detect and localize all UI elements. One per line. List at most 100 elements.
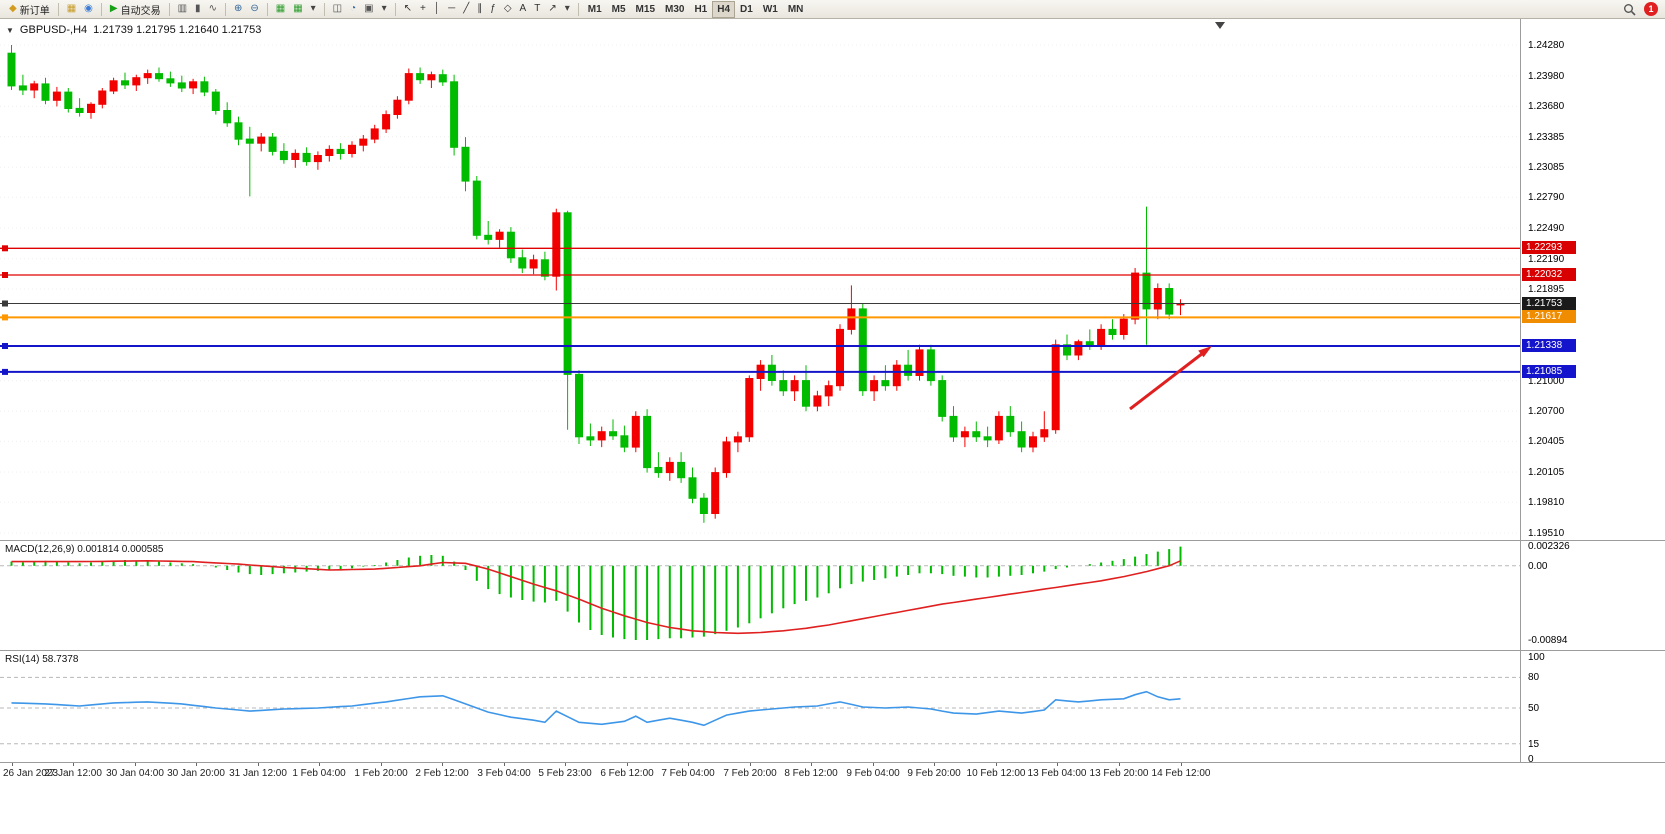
crosshair-icon[interactable]: +	[416, 1, 430, 18]
tf-M30[interactable]: M30	[660, 1, 689, 18]
tools-dropdown-icon[interactable]: ▾	[561, 1, 574, 18]
zoom-in-icon[interactable]: ⊕	[230, 1, 246, 18]
tf-H4-label: H4	[717, 3, 731, 15]
toolbar-separator	[323, 2, 325, 16]
price-badge-1.21753: 1.21753	[1522, 297, 1576, 310]
price-axis-label: 1.20700	[1528, 406, 1565, 417]
zoom-out-icon[interactable]: ⊖	[246, 1, 262, 18]
cursor-icon: ↖	[403, 3, 413, 14]
trend-arrow-annotation[interactable]	[1129, 346, 1212, 411]
panel-separator[interactable]	[0, 650, 1665, 651]
label-icon[interactable]: T	[530, 1, 544, 18]
indicators-icon[interactable]: ▦	[272, 1, 289, 18]
tf-M15-label: M15	[635, 3, 655, 15]
candlestick-icon[interactable]: ▮	[191, 1, 205, 18]
hline-anchor[interactable]	[2, 272, 8, 278]
time-axis-label: 26 Jan 2023	[3, 768, 59, 779]
rsi-axis-label: 15	[1528, 739, 1540, 750]
price-axis-label: 1.19510	[1528, 528, 1565, 539]
main-chart[interactable]	[0, 19, 1520, 540]
rsi-axis-label: 0	[1528, 754, 1534, 765]
line-chart-icon[interactable]: ∿	[205, 1, 221, 18]
crosshair-icon: +	[420, 3, 426, 14]
chart-shift-marker[interactable]	[1215, 22, 1225, 29]
price-badge-1.22032: 1.22032	[1522, 268, 1576, 281]
macd-chart[interactable]	[0, 541, 1520, 650]
tile-windows-icon[interactable]: ◫	[329, 1, 346, 18]
time-tick	[258, 763, 259, 766]
time-tick	[12, 763, 13, 766]
hline-anchor[interactable]	[2, 368, 8, 375]
tile-windows-icon: ◫	[332, 3, 343, 14]
price-axis-label: 1.22790	[1528, 192, 1565, 203]
new-chart-icon: ▦	[66, 3, 77, 14]
price-axis[interactable]: 1.24280 1.23980 1.23680 1.23385 1.23085 1.227…	[1521, 19, 1665, 540]
time-tick	[442, 763, 443, 766]
notification-badge[interactable]: 1	[1644, 2, 1658, 16]
macd-axis-label: 0.002326	[1528, 541, 1570, 552]
time-tick	[688, 763, 689, 766]
horizontal-line-icon: ─	[448, 3, 456, 14]
arrow-tool-icon[interactable]: ↗	[544, 1, 560, 18]
tf-M1-label: M1	[587, 3, 602, 15]
bar-chart-icon[interactable]: ▥	[174, 1, 191, 18]
symbol-dropdown-icon[interactable]: ▼	[6, 25, 14, 35]
price-axis-label: 1.22190	[1528, 254, 1565, 265]
tf-M1[interactable]: M1	[583, 1, 607, 18]
snapshot-dropdown-icon[interactable]: ▾	[378, 1, 391, 18]
tf-M15[interactable]: M15	[631, 1, 660, 18]
tf-D1[interactable]: D1	[735, 1, 758, 18]
new-chart-icon[interactable]: ▦	[63, 1, 80, 18]
auto-trading-button-label: 自动交易	[120, 5, 161, 17]
tf-W1[interactable]: W1	[758, 1, 783, 18]
text-icon[interactable]: A	[516, 1, 531, 18]
time-tick	[135, 763, 136, 766]
clock-icon[interactable]: ◔	[346, 1, 360, 18]
time-tick	[1057, 763, 1058, 766]
hline-anchor[interactable]	[2, 343, 8, 349]
panel-separator[interactable]	[0, 540, 1665, 541]
auto-trading-button[interactable]: ▶ 自动交易	[106, 1, 165, 18]
profiles-icon[interactable]: ◉	[80, 1, 97, 18]
fibonacci-icon[interactable]: ƒ	[486, 1, 500, 18]
time-axis-label: 5 Feb 23:00	[538, 768, 592, 779]
toolbar-separator	[394, 2, 396, 16]
rsi-chart[interactable]	[0, 651, 1520, 762]
hline-anchor[interactable]	[2, 300, 8, 307]
objects-list-icon: ▦	[293, 3, 303, 14]
time-axis-label: 31 Jan 12:00	[229, 768, 287, 779]
objects-list-icon[interactable]: ▦	[289, 1, 306, 18]
indicators-dropdown-icon[interactable]: ▾	[307, 1, 320, 18]
tf-H1[interactable]: H1	[689, 1, 712, 18]
hline-anchor[interactable]	[2, 245, 8, 252]
trendline-icon[interactable]: ╱	[459, 1, 473, 18]
price-axis-label: 1.21000	[1528, 376, 1565, 387]
horizontal-line-icon[interactable]: ─	[444, 1, 459, 18]
arrow-tool-icon: ↗	[548, 3, 557, 14]
time-tick	[319, 763, 320, 766]
search-icon[interactable]	[1623, 3, 1636, 16]
tf-MN[interactable]: MN	[783, 1, 809, 18]
new-order-button[interactable]: ◆ 新订单	[5, 1, 54, 18]
tf-H4[interactable]: H4	[712, 0, 736, 18]
toolbar-separator	[577, 2, 579, 16]
symbol-title: GBPUSD-,H4	[19, 24, 88, 36]
line-chart-icon: ∿	[208, 3, 217, 14]
snapshot-icon[interactable]: ▣	[360, 1, 377, 18]
time-tick	[811, 763, 812, 766]
time-axis[interactable]: 26 Jan 2023 27 Jan 12:00 30 Jan 04:00 30 Ja…	[0, 763, 1665, 784]
cursor-icon[interactable]: ↖	[400, 1, 416, 18]
tf-M5[interactable]: M5	[607, 1, 631, 18]
channel-icon[interactable]: ∥	[473, 1, 486, 18]
vertical-line-icon[interactable]: │	[430, 1, 444, 18]
time-axis-label: 7 Feb 20:00	[723, 768, 777, 779]
hline-anchor[interactable]	[2, 314, 8, 321]
chart-header: ▼ GBPUSD-,H4 1.21739 1.21795 1.21640 1.2…	[6, 24, 261, 36]
toolbar-groups: ◆ 新订单 ▦ ◉ ▶ 自动交易 ▥ ▮ ∿ ⊕ ⊖ ▦ ▦ ▾ ◫ ◔ ▣ ▾ ↖ + │ ─ ╱ ∥ ƒ ◇ A T ↗ ▾ M1 M5 M…	[5, 0, 809, 18]
time-tick	[873, 763, 874, 766]
price-axis-label: 1.21895	[1528, 284, 1565, 295]
shapes-icon[interactable]: ◇	[500, 1, 516, 18]
price-axis-label: 1.23385	[1528, 132, 1565, 143]
time-tick	[1119, 763, 1120, 766]
tf-M30-label: M30	[665, 3, 685, 15]
